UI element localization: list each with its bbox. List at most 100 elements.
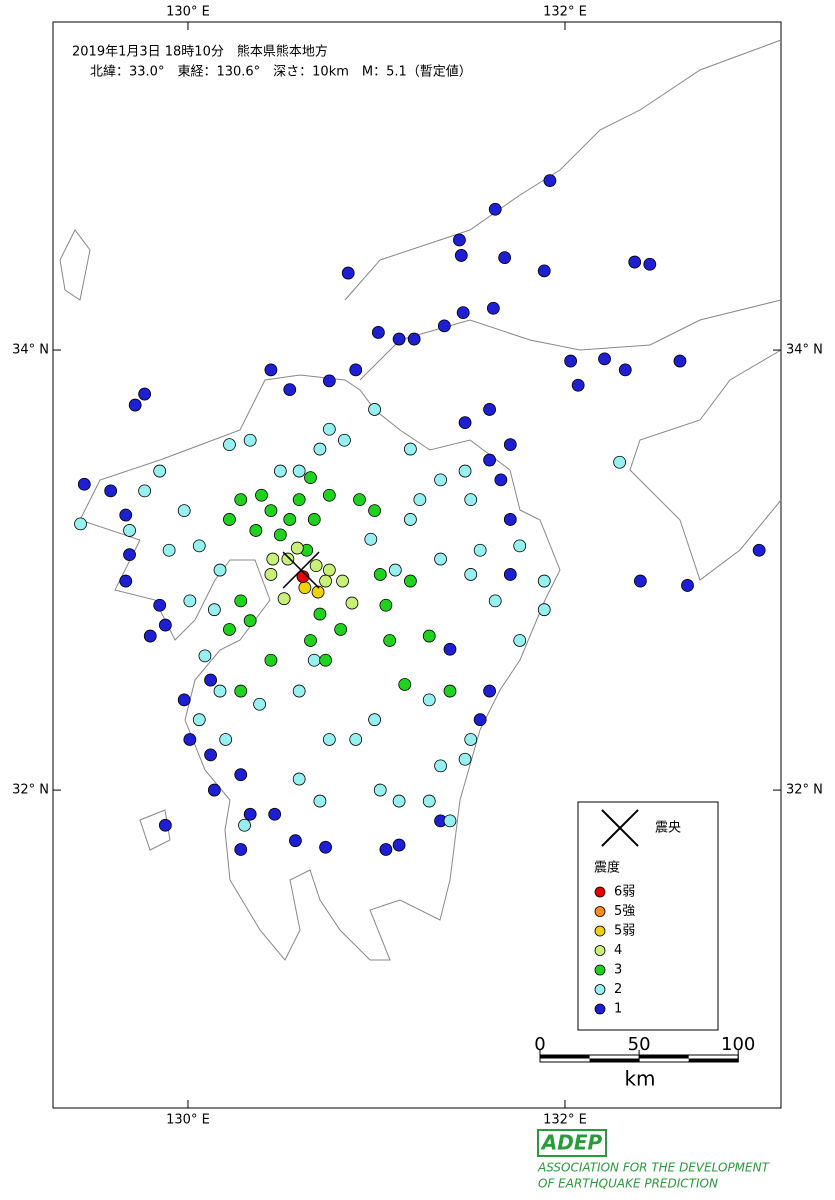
station: [322, 374, 336, 388]
station: [434, 473, 447, 487]
station: [643, 257, 657, 271]
station: [223, 623, 236, 636]
station: [192, 713, 206, 727]
station: [373, 568, 387, 581]
station: [341, 266, 355, 280]
x-tick-label: 130° E: [166, 5, 210, 20]
station: [345, 596, 359, 610]
epicenter: [282, 551, 320, 589]
station: [434, 552, 447, 566]
station: [373, 783, 387, 797]
station: [268, 807, 282, 821]
station: [633, 574, 647, 588]
station: [571, 378, 585, 392]
station: [392, 794, 406, 808]
station: [119, 508, 133, 522]
station: [349, 363, 363, 377]
station: [304, 471, 317, 485]
legend-swatch: [594, 1003, 606, 1015]
station: [204, 673, 217, 687]
scale-tick-label: 0: [534, 1034, 545, 1055]
scale-bar-segment: [688, 1058, 739, 1062]
station: [292, 464, 306, 478]
station: [464, 733, 478, 746]
station: [388, 563, 402, 577]
station: [613, 455, 627, 469]
station: [234, 594, 248, 608]
station: [364, 532, 378, 546]
station: [219, 733, 233, 746]
station: [537, 574, 551, 588]
legend-label: 5強: [614, 904, 635, 919]
station: [392, 332, 406, 346]
station: [628, 255, 642, 269]
station: [404, 442, 417, 456]
station: [464, 568, 478, 581]
station: [313, 607, 327, 621]
y-tick-label: 34° N: [786, 343, 823, 358]
station: [458, 416, 472, 430]
station: [313, 442, 327, 456]
legend-swatch: [594, 906, 606, 917]
station: [379, 598, 393, 612]
legend-label: 1: [614, 1002, 622, 1017]
station: [162, 543, 176, 557]
logo-box: [537, 1129, 607, 1157]
legend-swatch: [594, 925, 606, 937]
station: [238, 818, 251, 832]
station: [74, 517, 87, 531]
station: [404, 574, 417, 588]
station: [404, 513, 417, 526]
station: [443, 642, 457, 656]
station: [266, 552, 280, 566]
legend-swatch: [594, 886, 606, 898]
station: [458, 464, 472, 478]
station: [503, 438, 517, 452]
scale-tick-label: 100: [721, 1034, 755, 1055]
station: [158, 818, 172, 832]
x-tick-label: 130° E: [166, 1113, 210, 1128]
station: [407, 332, 421, 346]
station: [264, 504, 278, 518]
station: [422, 629, 436, 643]
station: [138, 387, 152, 401]
station: [207, 603, 221, 617]
station: [290, 541, 304, 555]
station: [537, 603, 551, 617]
station: [383, 634, 397, 647]
station: [488, 594, 502, 608]
legend-label: 4: [614, 943, 622, 958]
station: [119, 574, 133, 588]
legend-label: 6弱: [614, 885, 635, 900]
scale-bar-segment: [540, 1055, 590, 1059]
station: [368, 403, 381, 416]
station: [503, 513, 517, 526]
map-title: 2019年1月3日 18時10分 熊本県熊本地方: [72, 44, 328, 60]
station: [322, 422, 336, 436]
station: [307, 653, 321, 667]
station: [313, 794, 327, 808]
legend-epicenter-icon: [601, 809, 639, 847]
station: [443, 814, 457, 828]
station: [292, 493, 306, 507]
station: [422, 794, 436, 808]
station: [503, 568, 517, 581]
station: [304, 634, 317, 647]
station: [264, 653, 278, 667]
station: [273, 464, 287, 478]
station: [255, 488, 268, 502]
station: [283, 513, 297, 526]
station: [336, 574, 349, 588]
legend-swatch: [594, 984, 606, 995]
legend-label: 3: [614, 963, 622, 978]
station: [319, 574, 332, 588]
station: [564, 354, 578, 368]
station: [483, 403, 496, 416]
station: [673, 354, 687, 368]
station: [283, 383, 297, 397]
station: [204, 748, 217, 762]
station: [123, 548, 136, 562]
station: [494, 473, 508, 487]
station: [322, 488, 336, 502]
station: [379, 843, 393, 856]
